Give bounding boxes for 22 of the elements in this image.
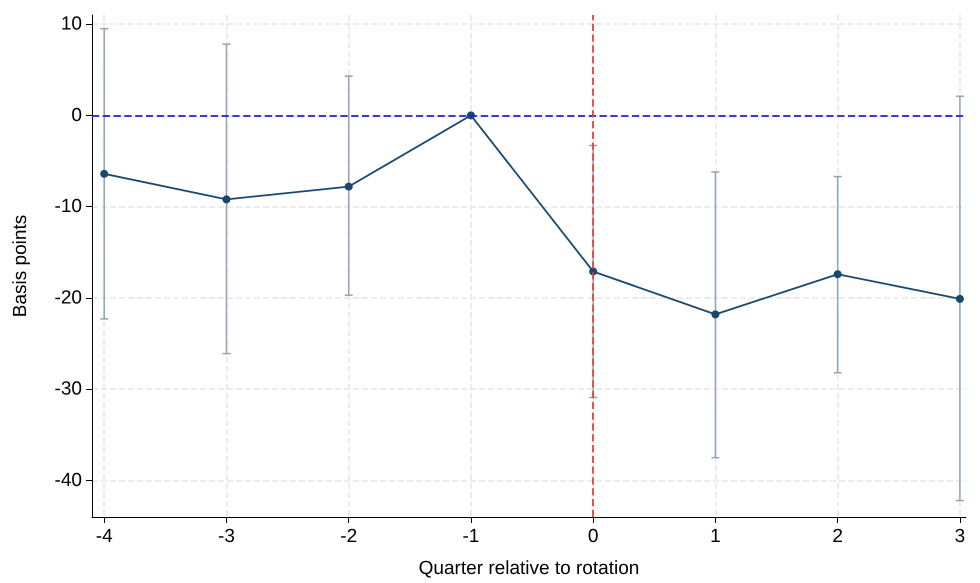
x-tick-label: 0	[588, 526, 598, 547]
y-tick-label: 10	[60, 14, 82, 35]
y-tick-label: -10	[54, 196, 82, 218]
point	[834, 270, 842, 278]
x-tick-label: 1	[710, 526, 721, 547]
y-tick-label: -30	[54, 378, 82, 400]
point	[344, 182, 353, 191]
point	[711, 310, 720, 318]
x-tick-label: -4	[96, 526, 114, 547]
x-tick-label: -1	[462, 526, 480, 547]
y-tick-label: 0	[71, 104, 82, 126]
x-tick-label: 2	[832, 526, 843, 547]
x-axis-title: Quarter relative to rotation	[418, 558, 640, 579]
y-tick-label: -20	[54, 287, 82, 308]
x-tick-label: -3	[218, 526, 235, 547]
y-tick-label: -40	[54, 470, 82, 491]
point	[222, 195, 230, 204]
y-axis-title: Basis points	[10, 214, 31, 318]
x-tick-label: -2	[340, 526, 358, 547]
point	[100, 170, 108, 178]
x-tick-label: 3	[954, 526, 966, 547]
point	[956, 294, 964, 303]
